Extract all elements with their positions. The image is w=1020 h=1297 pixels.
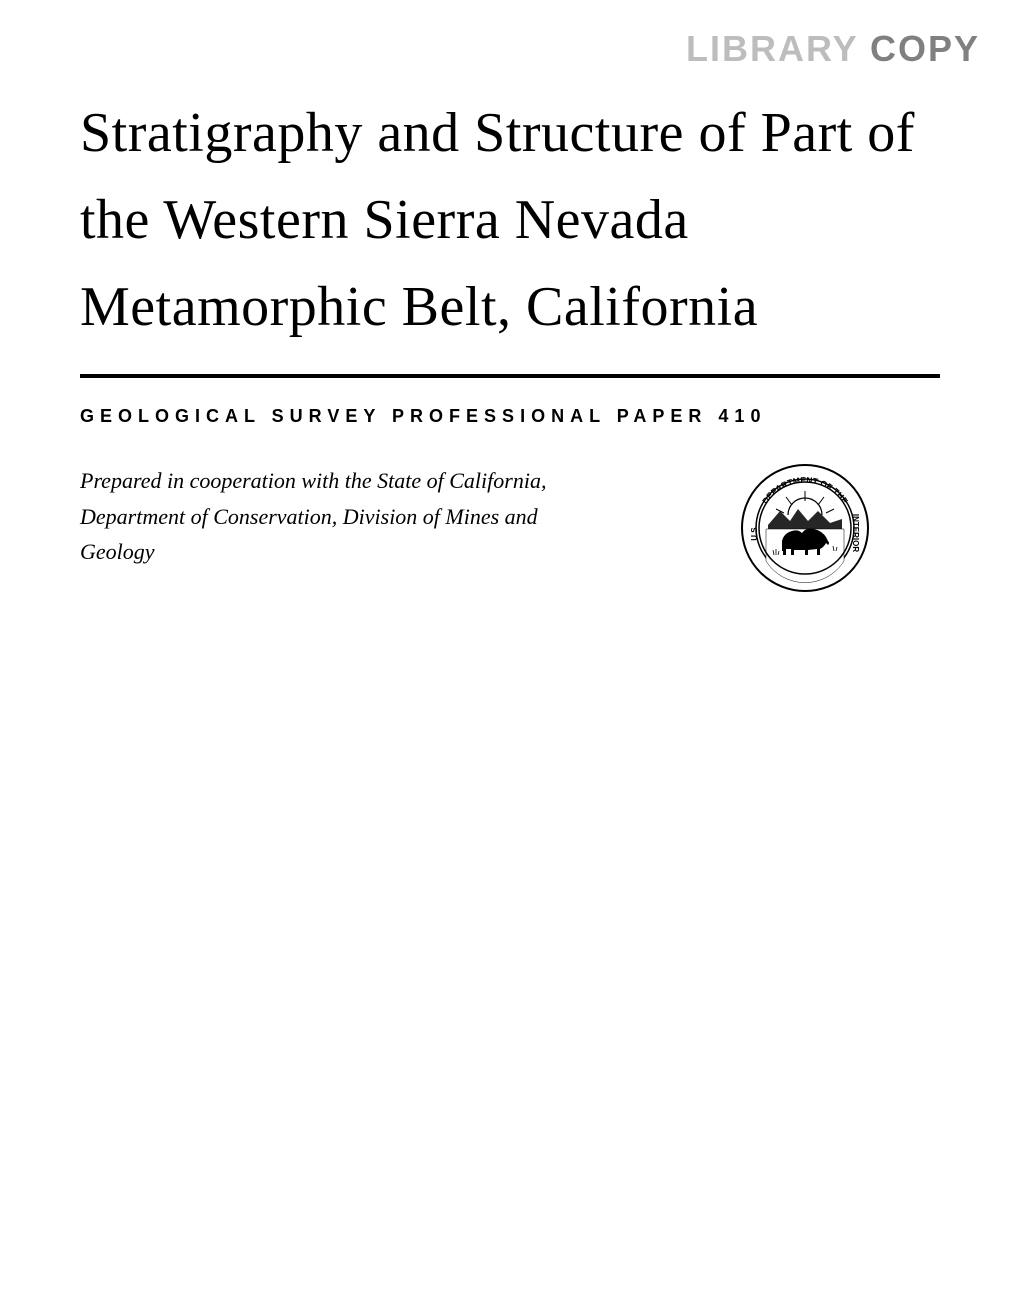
- library-copy-stamp: LIBRARY COPY: [686, 28, 980, 70]
- stamp-faded-text: LIBRARY: [686, 28, 870, 69]
- stamp-dark-text: COPY: [870, 28, 980, 69]
- cooperation-text: Prepared in cooperation with the State o…: [80, 463, 580, 569]
- seal-left-text: U.S.: [750, 526, 759, 542]
- series-line: GEOLOGICAL SURVEY PROFESSIONAL PAPER 410: [80, 406, 940, 427]
- cooperation-row: Prepared in cooperation with the State o…: [80, 463, 940, 593]
- seal-right-text: INTERIOR: [851, 514, 860, 552]
- title-rule: [80, 374, 940, 378]
- doi-seal-icon: DEPARTMENT OF THE U.S. INTERIOR March 3,…: [740, 463, 870, 593]
- document-title: Stratigraphy and Structure of Part of th…: [80, 90, 940, 350]
